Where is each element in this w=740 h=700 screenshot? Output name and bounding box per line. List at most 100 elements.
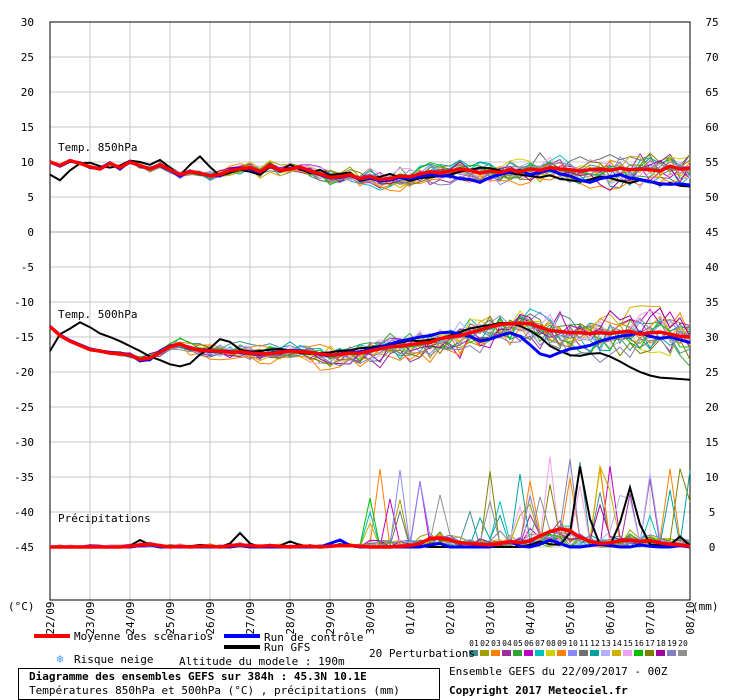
legend-perturbations-label: 20 Perturbations — [369, 647, 475, 660]
x-axis-tick-label: 03/10 — [484, 601, 497, 634]
x-axis-tick-label: 01/10 — [404, 601, 417, 634]
perturbation-number-label: 10 — [568, 639, 578, 648]
chart-subtitle: Températures 850hPa et 500hPa (°C) , pré… — [29, 684, 400, 697]
left-axis-tick-label: -15 — [14, 331, 34, 344]
right-axis-tick-label: 40 — [705, 261, 718, 274]
right-axis-tick-label: 10 — [705, 471, 718, 484]
perturbation-swatch — [645, 650, 654, 656]
right-axis-tick-label: 20 — [705, 401, 718, 414]
perturbation-number-label: 15 — [623, 639, 633, 648]
perturbation-swatch — [678, 650, 687, 656]
perturbation-swatch — [513, 650, 522, 656]
panel-label: Temp. 850hPa — [58, 141, 137, 154]
right-axis-tick-label: 0 — [709, 541, 716, 554]
perturbation-swatch — [656, 650, 665, 656]
perturbation-swatch — [623, 650, 632, 656]
perturbation-swatch — [480, 650, 489, 656]
perturbation-number-label: 01 — [469, 639, 479, 648]
x-axis-tick-label: 28/09 — [284, 601, 297, 634]
x-axis-tick-label: 24/09 — [124, 601, 137, 634]
legend-mean-label: Moyenne des scénarios — [74, 630, 214, 643]
left-axis-tick-label: -40 — [14, 506, 34, 519]
series-line-gfs-1 — [49, 321, 691, 381]
perturbation-number-label: 16 — [634, 639, 644, 648]
x-axis-tick-label: 25/09 — [164, 601, 177, 634]
x-axis-tick-label: 27/09 — [244, 601, 257, 634]
x-axis-tick-label: 29/09 — [324, 601, 337, 634]
perturbation-number-label: 11 — [579, 639, 589, 648]
perturbation-number-label: 09 — [557, 639, 567, 648]
series-line-mean-0 — [49, 158, 691, 182]
perturbation-swatch — [601, 650, 610, 656]
perturbation-number-label: 14 — [612, 639, 622, 648]
perturbation-swatch — [634, 650, 643, 656]
perturbation-swatch — [502, 650, 511, 656]
perturbation-swatch — [590, 650, 599, 656]
perturbation-swatch — [535, 650, 544, 656]
perturbation-number-label: 12 — [590, 639, 600, 648]
right-axis-tick-label: 30 — [705, 331, 718, 344]
right-axis-tick-label: 55 — [705, 156, 718, 169]
perturbation-swatch — [524, 650, 533, 656]
panel-label: Temp. 500hPa — [58, 308, 137, 321]
left-axis-tick-label: -35 — [14, 471, 34, 484]
left-axis-tick-label: -45 — [14, 541, 34, 554]
legend-control-label: Run de contrôle — [264, 631, 364, 644]
x-axis-tick-label: 26/09 — [204, 601, 217, 634]
panel-label: Précipitations — [58, 512, 151, 525]
left-axis-tick-label: 0 — [27, 226, 34, 239]
series-line-mean-1 — [48, 321, 691, 362]
right-axis-tick-label: 70 — [705, 51, 718, 64]
x-axis-tick-label: 02/10 — [444, 601, 457, 634]
left-axis-tick-label: 25 — [21, 51, 34, 64]
left-axis-tick-label: -5 — [21, 261, 34, 274]
chart-title-box: Diagramme des ensembles GEFS sur 384h : … — [18, 668, 440, 700]
left-axis-label: (°C) — [8, 600, 35, 613]
perturbation-number-label: 13 — [601, 639, 611, 648]
x-axis-tick-label: 07/10 — [644, 601, 657, 634]
right-axis-tick-label: 35 — [705, 296, 718, 309]
left-axis-tick-label: -10 — [14, 296, 34, 309]
perturbation-number-label: 08 — [546, 639, 556, 648]
left-axis-tick-label: 10 — [21, 156, 34, 169]
perturbation-swatch — [667, 650, 676, 656]
x-axis-tick-label: 23/09 — [84, 601, 97, 634]
copyright-label: Copyright 2017 Meteociel.fr — [449, 684, 628, 697]
right-axis-tick-label: 45 — [705, 226, 718, 239]
perturbation-swatch — [612, 650, 621, 656]
run-info-label: Ensemble GEFS du 22/09/2017 - 00Z — [449, 665, 668, 678]
perturbation-number-label: 20 — [678, 639, 688, 648]
right-axis-label: (mm) — [692, 600, 719, 613]
chart-title: Diagramme des ensembles GEFS sur 384h : … — [29, 670, 367, 683]
x-axis-tick-label: 30/09 — [364, 601, 377, 634]
perturbation-number-label: 06 — [524, 639, 534, 648]
left-axis-tick-label: -25 — [14, 401, 34, 414]
legend-snow-label: Risque neige — [74, 653, 154, 666]
right-axis-tick-label: 15 — [705, 436, 718, 449]
perturbation-number-label: 02 — [480, 639, 490, 648]
perturbation-swatch — [469, 650, 478, 656]
right-axis-tick-label: 75 — [705, 16, 718, 29]
perturbation-swatch — [568, 650, 577, 656]
perturbation-number-label: 17 — [645, 639, 655, 648]
perturbation-number-label: 04 — [502, 639, 512, 648]
x-axis-tick-label: 04/10 — [524, 601, 537, 634]
altitude-label: Altitude du modele : 190m — [179, 655, 345, 668]
perturbation-swatch — [491, 650, 500, 656]
legend-gfs-label: Run GFS — [264, 641, 311, 654]
perturbation-number-label: 19 — [667, 639, 677, 648]
left-axis-tick-label: -20 — [14, 366, 34, 379]
x-axis-tick-label: 22/09 — [44, 601, 57, 634]
left-axis-tick-label: 5 — [27, 191, 34, 204]
perturbation-number-label: 05 — [513, 639, 523, 648]
perturbation-swatch — [557, 650, 566, 656]
right-axis-tick-label: 5 — [709, 506, 716, 519]
x-axis-tick-label: 06/10 — [604, 601, 617, 634]
perturbation-number-label: 03 — [491, 639, 501, 648]
x-axis-tick-label: 05/10 — [564, 601, 577, 634]
right-axis-tick-label: 50 — [705, 191, 718, 204]
left-axis-tick-label: 20 — [21, 86, 34, 99]
perturbation-number-label: 07 — [535, 639, 545, 648]
left-axis-tick-label: 15 — [21, 121, 34, 134]
